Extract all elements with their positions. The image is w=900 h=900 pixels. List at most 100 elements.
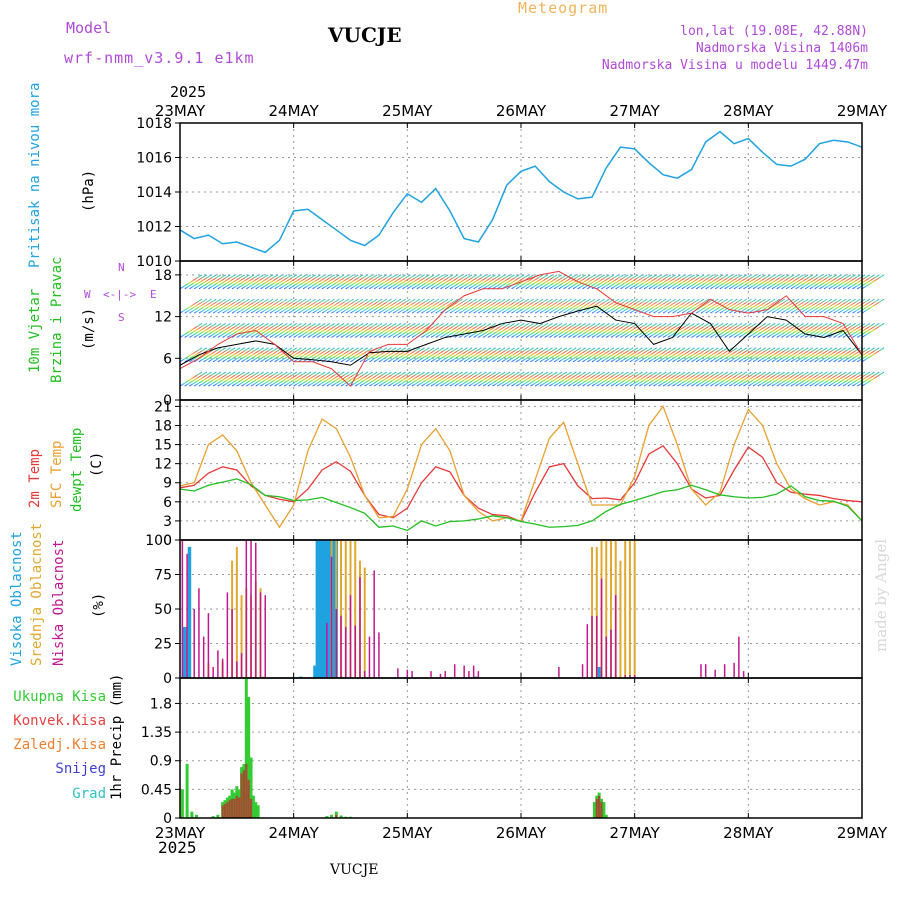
wind-barb <box>833 274 856 290</box>
low-cloud-bar <box>259 592 262 678</box>
wind-barb <box>383 274 406 290</box>
wind-barb <box>814 371 837 387</box>
wind-barb <box>790 298 814 314</box>
legend-snow: Snijeg <box>55 761 106 777</box>
wind-barb <box>468 371 492 387</box>
y-tick-label: 0 <box>163 393 172 409</box>
wind-barb <box>582 323 605 338</box>
x-date-label-top: 24MAY <box>269 102 320 120</box>
wind-barb <box>193 323 217 338</box>
wind-barb <box>653 371 676 387</box>
high-cloud-bar <box>597 666 601 678</box>
wind-barb <box>321 323 345 338</box>
wind-barb <box>440 347 463 363</box>
low-cloud-bar <box>326 622 328 678</box>
low-cloud-bar <box>264 595 266 678</box>
wind-barb <box>525 298 549 314</box>
low-cloud-bar <box>430 671 432 678</box>
wind-barb <box>667 347 691 363</box>
wind-barb <box>411 371 435 387</box>
high-cloud-bar <box>320 540 324 678</box>
wind-barb <box>553 298 577 314</box>
wind-barb <box>473 274 496 290</box>
wind-gust-line <box>179 270 863 387</box>
wind-barb <box>658 274 681 290</box>
mid-cloud-bar <box>235 546 238 678</box>
wind-barb <box>459 274 482 290</box>
wind-barb <box>203 371 226 387</box>
wind-barb <box>643 347 667 363</box>
wind-barb <box>449 347 473 363</box>
wind-barb <box>340 323 364 338</box>
wind-barb <box>577 274 601 290</box>
wind-barb <box>331 347 354 363</box>
mid-cloud-bar <box>591 546 594 678</box>
wind-barb <box>852 298 875 314</box>
panel-frame <box>179 677 863 819</box>
wind-barb <box>217 274 241 290</box>
wind-barb <box>454 298 477 314</box>
wind-barb <box>260 323 283 338</box>
wind-barb <box>814 323 837 338</box>
wind-barb <box>648 323 672 338</box>
wind-barb <box>487 347 511 363</box>
wind-barb <box>833 347 856 363</box>
wind-barb <box>681 323 705 338</box>
low-cloud-bar <box>363 671 366 678</box>
wind-barb <box>492 274 515 290</box>
wind-barb <box>321 298 345 314</box>
wind-barb <box>255 298 279 314</box>
wind-barb <box>705 298 728 314</box>
total-precip-bar <box>185 763 189 818</box>
wind-barb <box>283 323 307 338</box>
wind-barb <box>246 274 269 290</box>
wind-barb <box>572 323 596 338</box>
wind-barb <box>582 274 605 290</box>
wind-barb <box>279 274 302 290</box>
wind-barb <box>198 274 222 290</box>
wind-barb <box>407 274 430 290</box>
wind-barb <box>634 323 657 338</box>
meteogram-label: Meteogram <box>518 0 609 17</box>
wind-barb <box>402 274 425 290</box>
wind-barb <box>724 274 747 290</box>
wind-barb <box>643 371 667 387</box>
wind-barb <box>681 274 705 290</box>
wind-barb <box>856 298 880 314</box>
wind-barb <box>279 371 302 387</box>
wind-barb <box>326 323 350 338</box>
legend-frz: Zaledj.Kisa <box>13 737 106 753</box>
wind-barb <box>752 323 776 338</box>
wind-barb <box>833 298 856 314</box>
wind-barb <box>331 323 354 338</box>
wind-barb <box>227 323 250 338</box>
x-date-label-top: 25MAY <box>382 102 433 120</box>
wind-barb <box>705 323 728 338</box>
wind-barb <box>710 323 733 338</box>
wind-barb <box>331 274 354 290</box>
wind-barb <box>283 274 307 290</box>
wind-barb <box>695 323 719 338</box>
wind-barb <box>354 274 378 290</box>
wind-barb <box>861 347 885 363</box>
wind-barb <box>691 347 714 363</box>
wind-barb <box>317 298 340 314</box>
low-cloud-bar <box>610 629 612 678</box>
y-tick-label: 1018 <box>136 116 172 132</box>
high-cloud-bar <box>315 540 320 678</box>
wind-barb <box>691 274 714 290</box>
conv-precip-bar <box>242 770 246 818</box>
wind-barb <box>459 347 482 363</box>
wind-barb <box>421 298 444 314</box>
wind-barb <box>785 347 809 363</box>
wind-barb <box>350 323 373 338</box>
wind-barb <box>724 347 747 363</box>
wind-barb <box>776 274 800 290</box>
low-cloud-bar <box>591 615 593 678</box>
wind-barb <box>553 323 577 338</box>
wind-barb <box>184 323 208 338</box>
wind-barb <box>515 298 539 314</box>
x-date-label-bottom: 26MAY <box>496 824 547 842</box>
wind-barb <box>624 323 648 338</box>
